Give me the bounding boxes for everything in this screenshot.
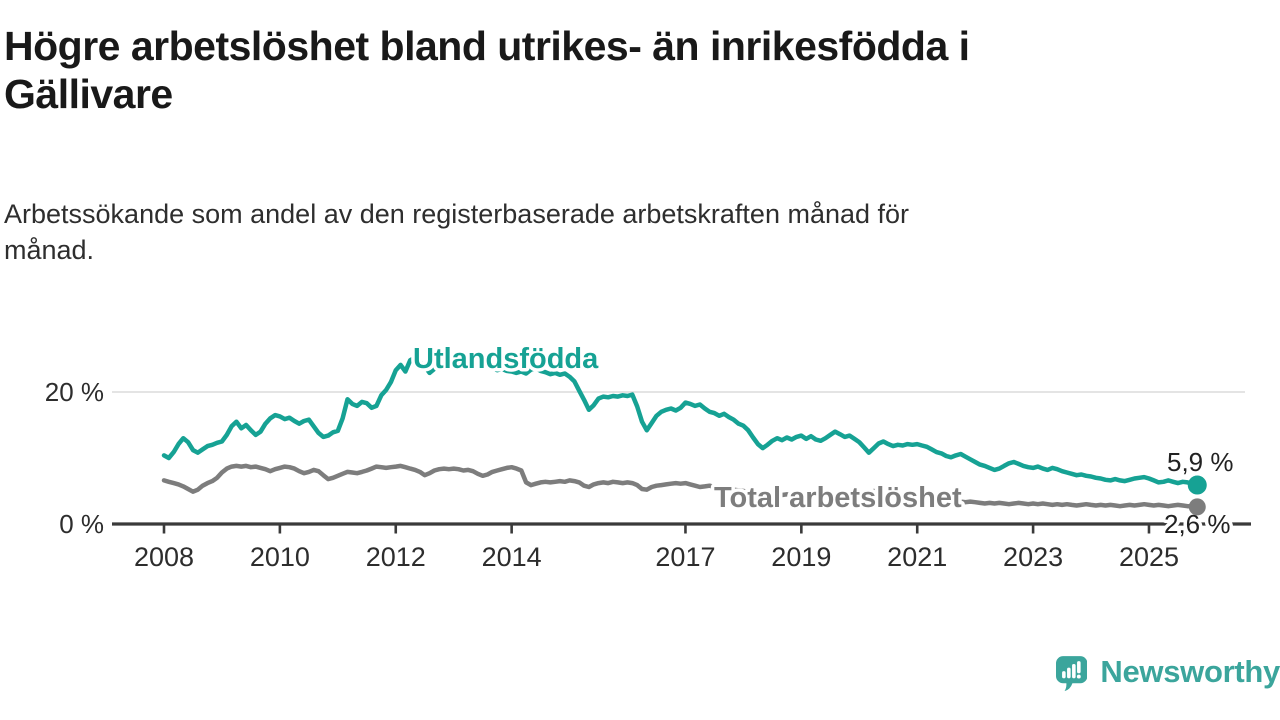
x-tick-label-2012: 2012 — [366, 542, 426, 572]
x-tick-label-2014: 2014 — [482, 542, 542, 572]
newsworthy-logo: Newsworthy — [1056, 649, 1280, 699]
x-tick-label-2019: 2019 — [771, 542, 831, 572]
newsworthy-logo-icon — [1056, 656, 1088, 692]
chart-subtitle-line-1: Arbetssökande som andel av den registerb… — [4, 199, 910, 229]
exclamation-bar — [1077, 661, 1081, 674]
end-dot-utlandsfodda — [1187, 475, 1207, 495]
series-label-utlandsfodda: Utlandsfödda — [413, 343, 599, 375]
series-line-utlandsfodda — [161, 351, 1200, 488]
newsworthy-logo-text: Newsworthy — [1100, 654, 1280, 689]
x-tick-label-2017: 2017 — [655, 542, 715, 572]
x-tick-label-2010: 2010 — [250, 542, 310, 572]
bar-chart-glyph — [1062, 661, 1081, 679]
end-value-label-utlandsfodda: 5,9 % — [1167, 447, 1234, 477]
series-label-total-arbetsloshet: Total arbetslöshet — [714, 482, 962, 514]
x-tick-label-2021: 2021 — [887, 542, 947, 572]
y-axis-label-20: 20 % — [45, 377, 104, 407]
x-tick-label-2025: 2025 — [1119, 542, 1179, 572]
unemployment-line-chart: 0 % 20 % 2008 2010 2012 2014 2017 2019 2021 2023 2… — [45, 340, 1251, 572]
end-dot-total — [1188, 498, 1206, 516]
chart-subtitle: Arbetssökande som andel av den registerb… — [4, 196, 1274, 268]
chart-subtitle-line-2: månad. — [4, 235, 95, 265]
x-tick-label-2008: 2008 — [134, 542, 194, 572]
exclamation-dot — [1076, 674, 1081, 679]
page-title-line-1: Högre arbetslöshet bland utrikes- än inr… — [4, 23, 970, 69]
series-line-total-arbetsloshet — [161, 463, 1200, 510]
speech-bubble-shape — [1056, 656, 1088, 692]
y-axis-label-0: 0 % — [59, 509, 104, 539]
x-tick-label-2023: 2023 — [1003, 542, 1063, 572]
page-title-line-2: Gällivare — [4, 71, 173, 117]
page-title: Högre arbetslöshet bland utrikes- än inr… — [4, 22, 1274, 118]
end-value-label-total: 2,6 % — [1164, 509, 1231, 539]
